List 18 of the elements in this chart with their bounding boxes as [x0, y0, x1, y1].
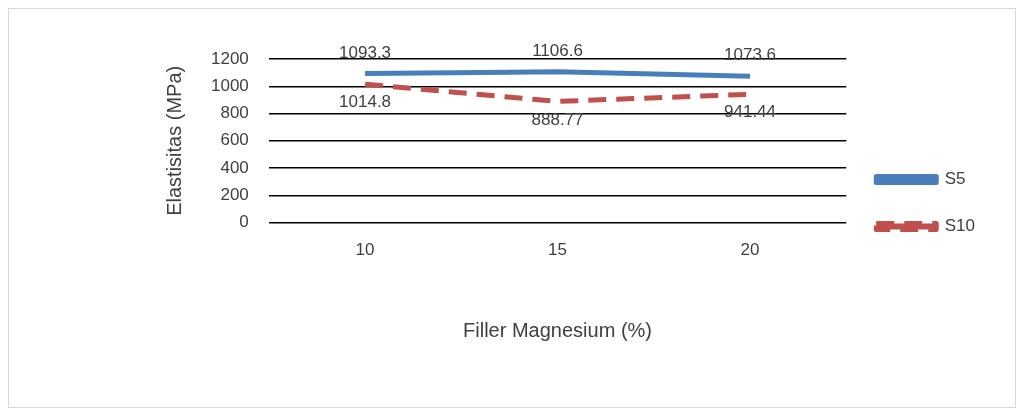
y-tick-label: 400 — [220, 157, 249, 177]
y-tick-label: 1200 — [210, 48, 249, 68]
y-tick-label: 0 — [239, 212, 249, 232]
legend-label: S5 — [944, 169, 966, 189]
y-tick-label: 200 — [220, 185, 249, 205]
y-tick-label: 600 — [220, 130, 249, 150]
y-axis-title: Elastisitas (MPa) — [162, 65, 185, 216]
data-label: 888.77 — [531, 109, 584, 129]
x-tick-label: 10 — [355, 240, 375, 260]
data-label: 1014.8 — [339, 92, 392, 112]
x-axis-title: Filler Magnesium (%) — [463, 318, 652, 341]
data-label: 1093.3 — [339, 42, 392, 62]
x-tick-label: 20 — [740, 240, 760, 260]
y-tick-label: 800 — [220, 103, 249, 123]
x-tick-label: 15 — [548, 240, 567, 260]
data-label: 1106.6 — [532, 40, 583, 60]
legend-label: S10 — [944, 216, 975, 236]
y-tick-label: 1000 — [210, 75, 249, 95]
